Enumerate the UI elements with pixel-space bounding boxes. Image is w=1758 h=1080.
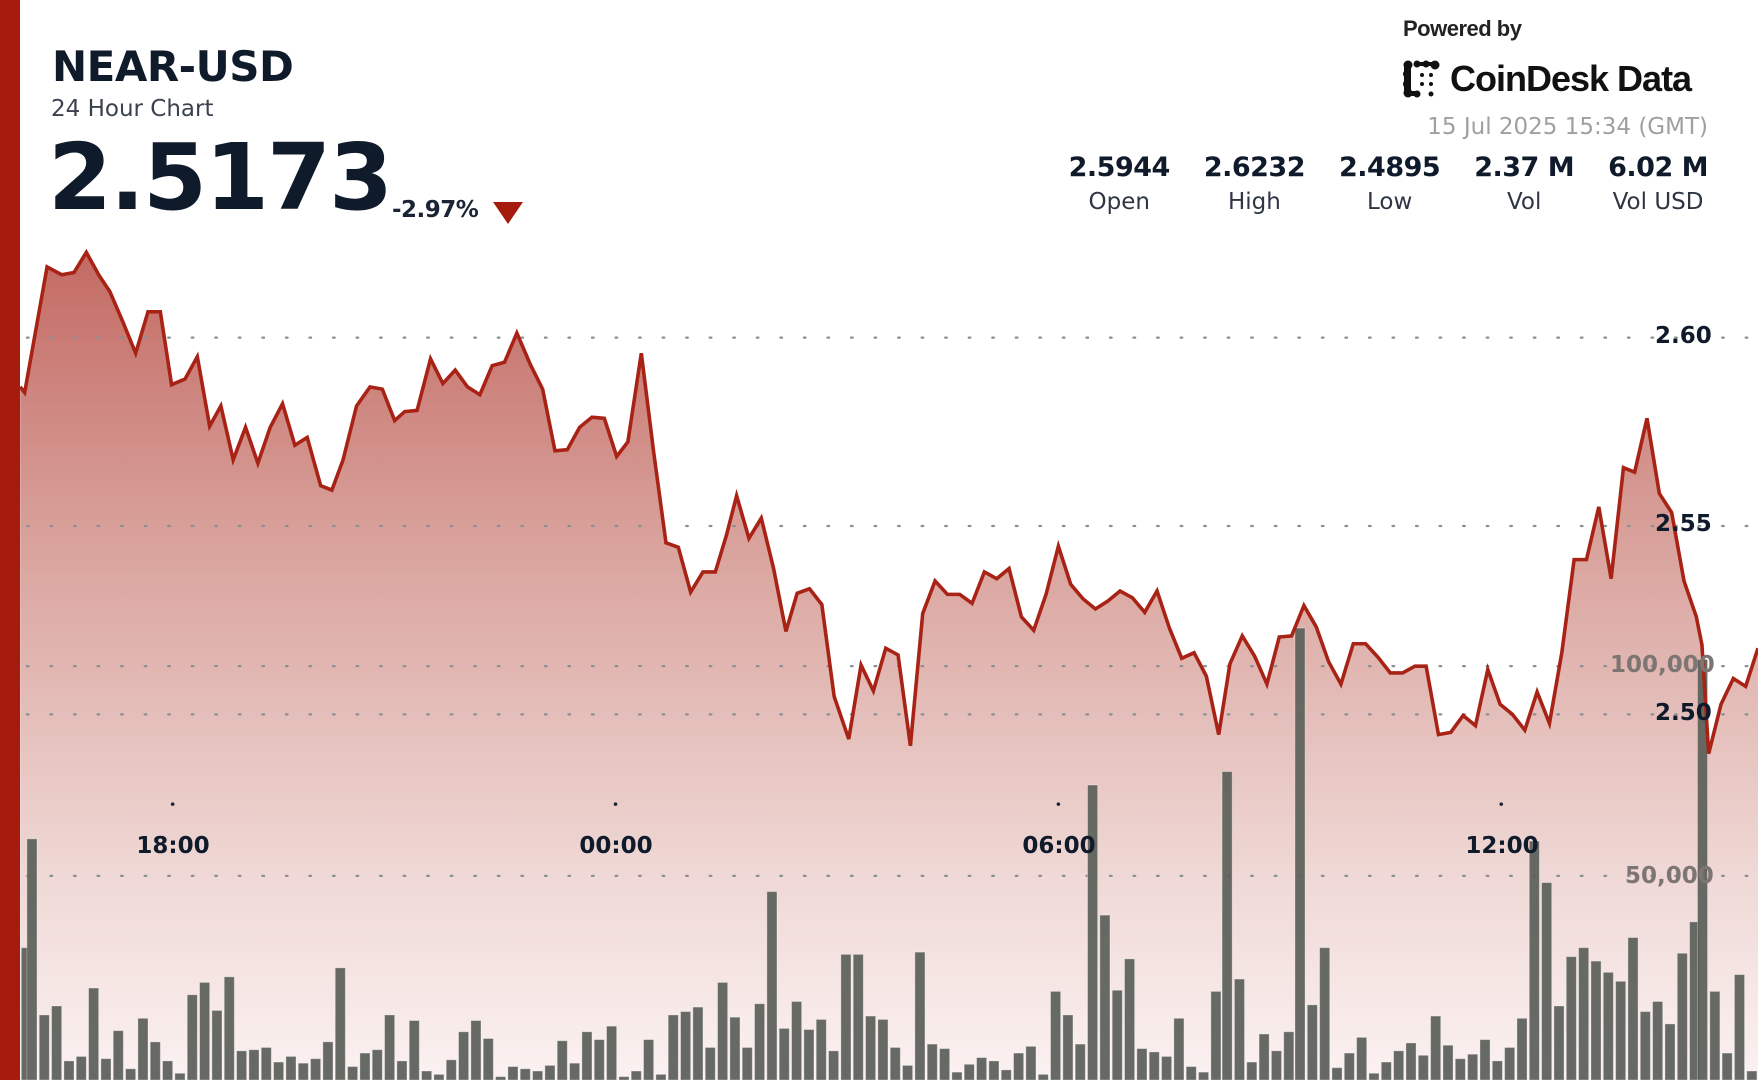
current-price: 2.5173	[48, 124, 393, 231]
stat-value: 2.6232	[1203, 152, 1306, 183]
coindesk-logo-icon	[1403, 60, 1440, 98]
x-axis-label-1800: 18:00	[136, 833, 210, 859]
stat-vol: 2.37 M Vol	[1474, 152, 1574, 215]
stat-label: Open	[1088, 189, 1150, 215]
stat-label: Vol USD	[1612, 189, 1704, 215]
y-axis-label-2.50: 2.50	[1655, 700, 1712, 726]
x-axis-label-0600: 06:00	[1022, 833, 1096, 859]
stat-high: 2.6232 High	[1203, 152, 1306, 215]
x-axis-label-1200: 12:00	[1465, 833, 1539, 859]
accent-bar	[0, 0, 20, 1080]
stat-value: 6.02 M	[1608, 152, 1708, 183]
coindesk-data-logo: CoinDesk Data	[1402, 58, 1692, 100]
stat-label: High	[1227, 189, 1281, 215]
price-area	[20, 252, 1758, 1080]
stat-label: Low	[1366, 189, 1413, 215]
x-axis-label-0000: 00:00	[579, 833, 653, 859]
stat-value: 2.5944	[1068, 152, 1171, 183]
stats-row: 2.5944 Open 2.6232 High 2.4895 Low 2.37 …	[1035, 152, 1709, 215]
chart-subtitle: 24 Hour Chart	[51, 96, 214, 122]
volume-axis-label-100000: 100,000	[1610, 652, 1715, 678]
stat-value: 2.37 M	[1474, 152, 1575, 183]
volume-axis-label-50000: 50,000	[1625, 863, 1714, 889]
x-tick-marks	[170, 802, 1504, 806]
y-axis-label-2.60: 2.60	[1655, 323, 1712, 349]
symbol-title: NEAR-USD	[52, 42, 294, 91]
price-line	[18, 248, 1758, 755]
stat-value: 2.4895	[1339, 152, 1441, 183]
stat-vol-usd: 6.02 M Vol USD	[1608, 152, 1708, 215]
down-arrow-icon	[493, 202, 523, 224]
stat-open: 2.5944 Open	[1068, 152, 1171, 215]
price-change-percent: -2.97%	[392, 197, 479, 223]
y-axis-label-2.55: 2.55	[1655, 511, 1712, 537]
stat-label: Vol	[1506, 189, 1542, 215]
brand-name: CoinDesk Data	[1450, 58, 1692, 99]
timestamp: 15 Jul 2025 15:34 (GMT)	[1427, 114, 1708, 140]
powered-by-label: Powered by	[1403, 16, 1522, 41]
stat-low: 2.4895 Low	[1339, 152, 1441, 215]
volume-bars	[20, 627, 1758, 1080]
